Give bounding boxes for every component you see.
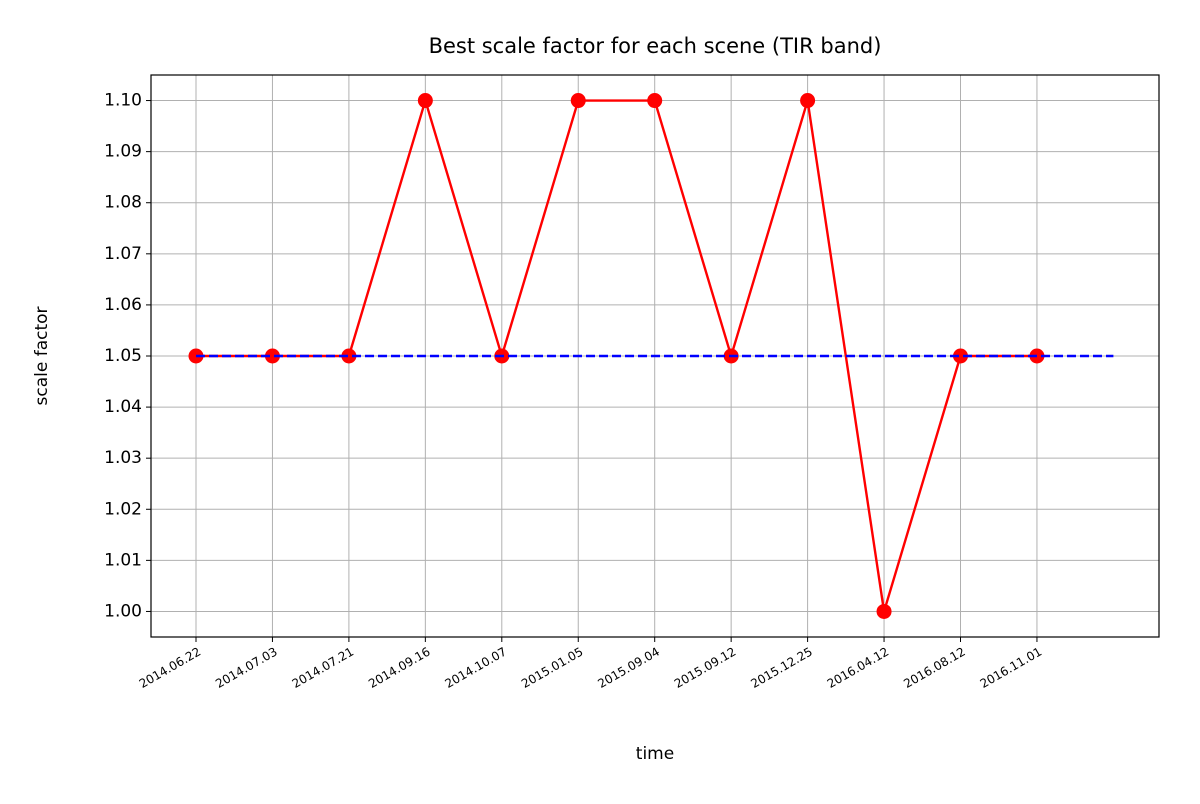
data-point — [876, 603, 892, 619]
data-point — [800, 93, 816, 109]
y-tick-label: 1.01 — [104, 550, 142, 570]
y-tick-label: 1.08 — [104, 193, 142, 213]
data-point — [264, 348, 280, 364]
y-tick-label: 1.06 — [104, 295, 142, 315]
y-tick-label: 1.02 — [104, 499, 142, 519]
y-tick-label: 1.09 — [104, 142, 142, 162]
data-point — [417, 93, 433, 109]
y-tick-label: 1.05 — [104, 346, 142, 366]
data-point — [647, 93, 663, 109]
y-tick-label: 1.10 — [104, 91, 142, 111]
y-tick-label: 1.07 — [104, 244, 142, 264]
y-tick-label: 1.00 — [104, 601, 142, 621]
y-tick-label: 1.04 — [104, 397, 142, 417]
y-axis-label: scale factor — [32, 306, 52, 405]
y-tick-label: 1.03 — [104, 448, 142, 468]
chart-title: Best scale factor for each scene (TIR ba… — [429, 34, 882, 58]
plot-area — [188, 93, 1114, 619]
data-point — [953, 348, 968, 364]
data-point — [570, 93, 586, 109]
data-line — [196, 96, 1037, 612]
data-point — [341, 348, 357, 364]
x-axis-label: time — [636, 744, 674, 764]
